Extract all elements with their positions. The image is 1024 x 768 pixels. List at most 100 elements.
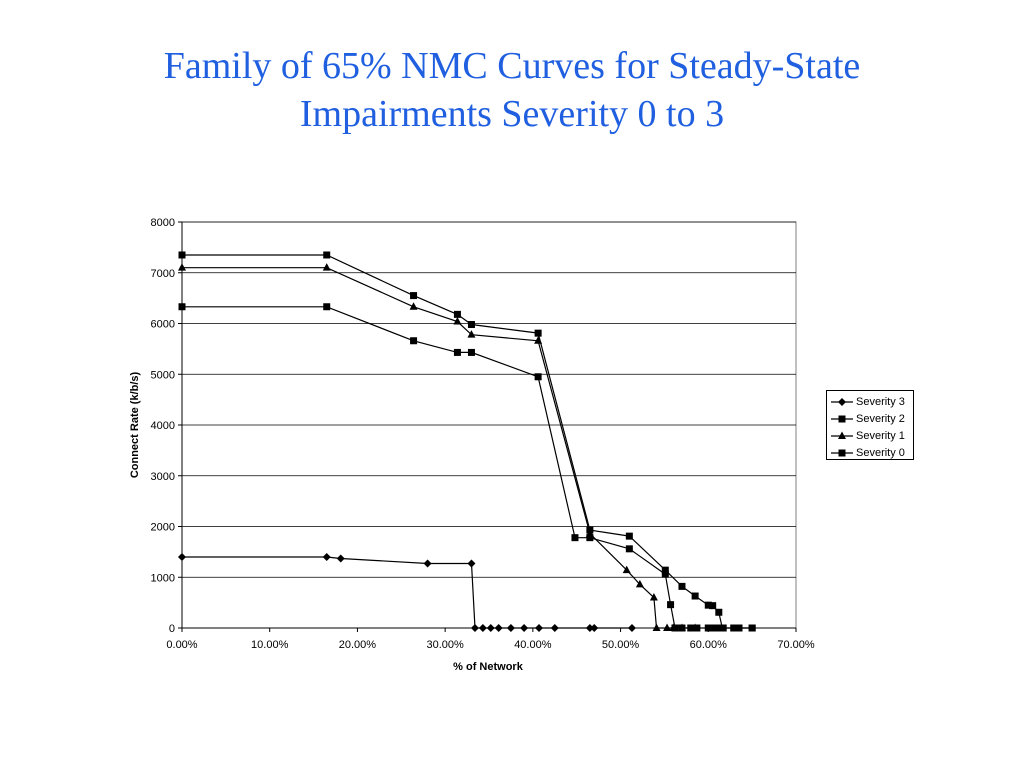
- series-severity-1: [178, 263, 700, 631]
- data-point-severity-0: [718, 624, 726, 632]
- data-point-severity-3: [322, 552, 331, 561]
- legend-swatch-severity-0: [831, 449, 853, 456]
- data-point-severity-1: [663, 623, 672, 631]
- legend-item-severity-0: Severity 0: [831, 444, 913, 461]
- legend-label: Severity 2: [856, 412, 905, 425]
- x-tick-label: 30.00%: [426, 639, 464, 651]
- data-point-severity-2: [625, 545, 633, 553]
- legend-label: Severity 3: [856, 395, 905, 408]
- data-point-severity-1: [178, 263, 186, 271]
- x-tick-label: 20.00%: [339, 639, 377, 651]
- data-point-severity-2: [534, 373, 542, 381]
- data-point-severity-1: [691, 623, 700, 631]
- x-tick-label: 60.00%: [690, 639, 728, 651]
- data-point-severity-0: [691, 592, 699, 600]
- data-point-severity-0: [534, 329, 542, 337]
- y-tick-label: 0: [169, 623, 175, 635]
- data-point-severity-1: [467, 330, 476, 338]
- legend-marker: [838, 415, 846, 422]
- slide-title-line-2: Impairments Severity 0 to 3: [299, 93, 725, 135]
- tick-labels: 0 1000 2000 3000 4000 5000 6000 7000 8000 0.00% 10…: [151, 217, 815, 651]
- legend-marker: [838, 431, 846, 439]
- x-tick-label: 50.00%: [602, 639, 640, 651]
- data-point-severity-1: [652, 623, 661, 631]
- data-point-severity-1: [669, 623, 678, 631]
- data-point-severity-1: [322, 263, 331, 271]
- data-point-severity-3: [486, 624, 495, 632]
- x-tick-label: 70.00%: [777, 639, 815, 651]
- data-point-severity-0: [704, 601, 712, 609]
- data-point-severity-1: [622, 565, 631, 574]
- data-point-severity-0: [735, 624, 743, 632]
- data-point-severity-3: [627, 624, 636, 632]
- data-point-severity-0: [731, 624, 739, 632]
- data-point-severity-3: [423, 559, 432, 568]
- data-point-severity-1: [453, 316, 462, 325]
- y-tick-label: 3000: [151, 471, 175, 483]
- data-point-severity-3: [520, 624, 529, 632]
- y-tick-label: 7000: [151, 268, 175, 280]
- data-point-severity-3: [494, 624, 503, 632]
- slide-title-line-1: Family of 65% NMC Curves for Steady-Stat…: [163, 45, 861, 87]
- data-point-severity-2: [178, 303, 186, 311]
- data-point-severity-2: [709, 624, 717, 632]
- data-point-severity-1: [635, 579, 644, 588]
- legend-item-severity-2: Severity 2: [831, 410, 913, 427]
- legend-marker: [838, 449, 846, 456]
- data-point-severity-1: [649, 593, 658, 601]
- data-point-severity-0: [661, 566, 669, 574]
- slide-title: Family of 65% NMC Curves for Steady-Stat…: [0, 42, 1024, 138]
- data-point-severity-0: [467, 321, 475, 329]
- x-tick-label: 0.00%: [166, 639, 197, 651]
- data-point-severity-2: [661, 570, 669, 578]
- legend-label: Severity 1: [856, 429, 905, 442]
- data-point-severity-0: [323, 251, 331, 259]
- data-point-severity-2: [571, 534, 579, 542]
- legend-swatch-severity-3: [831, 397, 853, 406]
- data-point-severity-3: [590, 624, 599, 632]
- y-axis-title: Connect Rate (k/b/s): [129, 371, 141, 478]
- data-point-severity-0: [748, 624, 756, 632]
- y-tick-label: 1000: [151, 572, 175, 584]
- series-severity-3: [178, 552, 636, 632]
- data-point-severity-0: [410, 292, 418, 300]
- legend-item-severity-1: Severity 1: [831, 427, 913, 444]
- data-point-severity-3: [585, 624, 594, 632]
- legend-swatch-severity-1: [831, 431, 853, 439]
- y-tick-label: 6000: [151, 319, 175, 331]
- data-point-severity-3: [467, 559, 476, 568]
- data-point-severity-0: [453, 310, 461, 318]
- series-severity-0: [178, 251, 756, 632]
- x-tick-label: 40.00%: [514, 639, 552, 651]
- y-tick-label: 2000: [151, 522, 175, 534]
- data-point-severity-3: [178, 552, 186, 561]
- chart-legend: Severity 3 Severity 2 Severity 1 Severity 0: [826, 390, 914, 460]
- x-tick-label: 10.00%: [251, 639, 289, 651]
- data-point-severity-2: [323, 303, 331, 311]
- data-point-severity-0: [715, 608, 723, 616]
- gridlines: [178, 221, 797, 632]
- data-point-severity-2: [453, 348, 461, 356]
- legend-label: Severity 0: [856, 446, 905, 459]
- x-axis-title: % of Network: [453, 661, 524, 673]
- data-point-severity-2: [667, 601, 675, 609]
- data-point-severity-2: [410, 337, 418, 345]
- legend-item-severity-3: Severity 3: [831, 393, 913, 410]
- data-point-severity-0: [625, 532, 633, 540]
- data-point-severity-0: [678, 582, 686, 590]
- legend-marker: [838, 397, 846, 406]
- data-point-severity-1: [677, 623, 686, 631]
- series-layer: [178, 251, 756, 632]
- data-point-severity-2: [704, 624, 712, 632]
- data-point-severity-3: [478, 624, 487, 632]
- data-point-severity-3: [470, 624, 479, 632]
- data-point-severity-0: [709, 602, 717, 610]
- data-point-severity-2: [586, 534, 594, 542]
- y-tick-label: 5000: [151, 369, 175, 381]
- data-point-severity-3: [336, 554, 345, 563]
- data-point-severity-3: [534, 624, 543, 632]
- data-point-severity-3: [506, 624, 515, 632]
- data-point-severity-2: [715, 624, 723, 632]
- data-point-severity-1: [409, 302, 418, 310]
